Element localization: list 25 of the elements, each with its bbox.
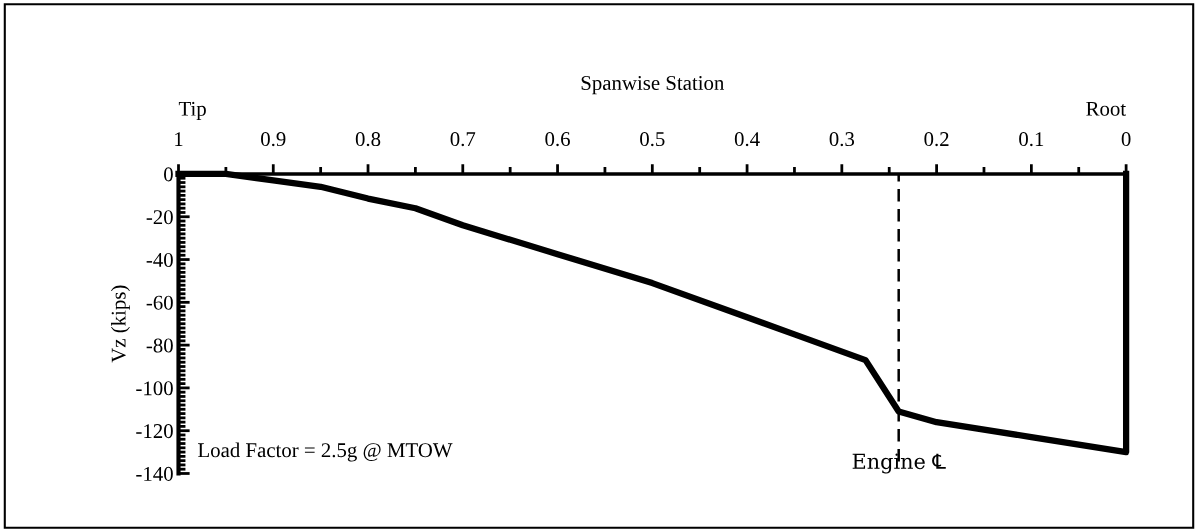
- x-tick-label: 0.8: [355, 132, 381, 147]
- x-tick-label: 0.7: [450, 132, 476, 147]
- y-tick-label: -140: [136, 466, 173, 481]
- x-tick-label: 0.1: [1019, 132, 1044, 147]
- x-tick-label: 1: [175, 132, 183, 146]
- y-tick-label: 0: [164, 167, 173, 182]
- y-axis-title: Vz (kips): [111, 285, 130, 363]
- x-axis-title: Spanwise Station: [581, 76, 725, 95]
- y-tick-label: -120: [136, 424, 173, 439]
- y-tick-label: -60: [146, 295, 173, 310]
- x-tick-label: 0.4: [734, 132, 760, 147]
- annotation: Load Factor = 2.5g @ MTOW: [198, 442, 453, 462]
- x-tick-label: 0.3: [829, 132, 855, 147]
- x-tick-label: 0.6: [545, 132, 570, 147]
- ref-line-label: Engine ℄: [852, 453, 946, 474]
- text: Tip: [178, 101, 206, 121]
- x-tick-label: 0.2: [924, 132, 949, 147]
- text: Root: [1086, 101, 1126, 116]
- y-tick-label: -80: [146, 338, 173, 353]
- y-tick-label: -20: [146, 210, 173, 225]
- x-tick-label: 0: [1121, 132, 1131, 147]
- x-tick-label: 0.9: [261, 132, 286, 147]
- y-tick-label: -40: [146, 252, 173, 267]
- x-tick-label: 0.5: [640, 132, 665, 147]
- y-tick-label: -100: [136, 381, 173, 396]
